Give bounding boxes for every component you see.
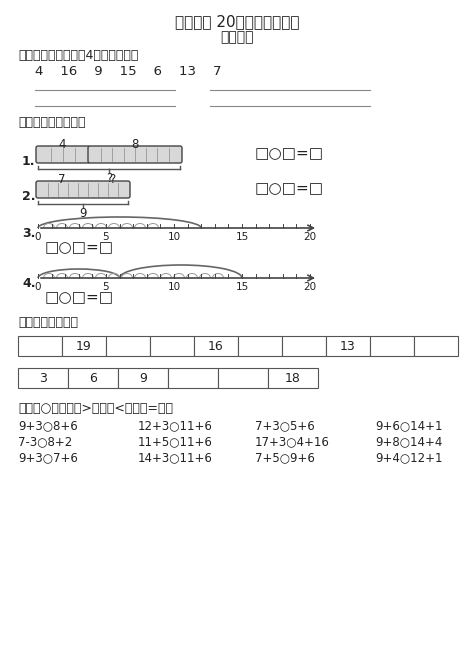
Bar [168, 368, 218, 388]
Text: 9: 9 [139, 371, 147, 385]
Bar [18, 336, 62, 356]
Text: 4: 4 [58, 137, 66, 151]
Text: 2.: 2. [22, 190, 36, 202]
Text: 0: 0 [35, 282, 41, 292]
Text: ?: ? [109, 172, 115, 186]
Bar [68, 368, 118, 388]
Text: 4.: 4. [22, 277, 36, 289]
Bar [326, 336, 370, 356]
Bar [268, 368, 318, 388]
Text: 9+6○14+1: 9+6○14+1 [375, 419, 443, 433]
Text: 15: 15 [236, 232, 249, 242]
Text: 10: 10 [167, 232, 181, 242]
Text: 13: 13 [340, 340, 356, 352]
Text: 9+8○14+4: 9+8○14+4 [375, 436, 442, 448]
Text: 8: 8 [131, 137, 139, 151]
Text: 19: 19 [76, 340, 92, 352]
Text: 20: 20 [303, 232, 317, 242]
FancyBboxPatch shape [36, 181, 130, 198]
Text: □○□=□: □○□=□ [45, 291, 114, 306]
Bar [62, 336, 106, 356]
Bar [282, 336, 326, 356]
Text: 20: 20 [303, 282, 317, 292]
Text: 四、在○里填上「>」、「<」或「=」。: 四、在○里填上「>」、「<」或「=」。 [18, 401, 173, 415]
Text: 12+3○11+6: 12+3○11+6 [138, 419, 213, 433]
Text: 三、按规律填数。: 三、按规律填数。 [18, 316, 78, 328]
FancyBboxPatch shape [36, 146, 90, 163]
Text: 9+3○7+6: 9+3○7+6 [18, 452, 78, 464]
Text: 二、看图列式计算。: 二、看图列式计算。 [18, 115, 85, 129]
Bar [194, 336, 238, 356]
Text: □○□=□: □○□=□ [255, 182, 324, 196]
Text: 4    16    9    15    6    13    7: 4 16 9 15 6 13 7 [35, 64, 221, 78]
Text: 15: 15 [236, 282, 249, 292]
FancyBboxPatch shape [88, 146, 182, 163]
Text: 3.: 3. [22, 226, 36, 239]
Text: 9+4○12+1: 9+4○12+1 [375, 452, 443, 464]
Text: 14+3○11+6: 14+3○11+6 [138, 452, 213, 464]
Text: 7-3○8+2: 7-3○8+2 [18, 436, 72, 448]
Bar [414, 336, 458, 356]
Text: 6: 6 [89, 371, 97, 385]
Text: 7: 7 [58, 172, 66, 186]
Text: 10: 10 [167, 282, 181, 292]
Text: 7+5○9+6: 7+5○9+6 [255, 452, 315, 464]
Text: 11+5○11+6: 11+5○11+6 [138, 436, 213, 448]
Text: 1.: 1. [22, 155, 36, 168]
Bar [370, 336, 414, 356]
Bar [106, 336, 150, 356]
Text: ?: ? [106, 172, 112, 184]
Bar [150, 336, 194, 356]
Text: 综合练习: 综合练习 [220, 30, 254, 44]
Text: 18: 18 [285, 371, 301, 385]
Bar [118, 368, 168, 388]
Text: 17+3○4+16: 17+3○4+16 [255, 436, 330, 448]
Text: 9: 9 [79, 206, 87, 220]
Text: 7+3○5+6: 7+3○5+6 [255, 419, 315, 433]
Text: 0: 0 [35, 232, 41, 242]
Bar [238, 336, 282, 356]
Text: 5: 5 [103, 282, 109, 292]
Text: 5: 5 [103, 232, 109, 242]
Text: □○□=□: □○□=□ [255, 147, 324, 161]
Text: 3: 3 [39, 371, 47, 385]
Bar [218, 368, 268, 388]
Text: 一、根据下面各数写4道加法算式。: 一、根据下面各数写4道加法算式。 [18, 48, 138, 62]
Text: 第八单元 20以内的进位加法: 第八单元 20以内的进位加法 [175, 15, 299, 29]
Text: 9+3○8+6: 9+3○8+6 [18, 419, 78, 433]
Text: □○□=□: □○□=□ [45, 241, 114, 255]
Bar [18, 368, 68, 388]
Text: 16: 16 [208, 340, 224, 352]
